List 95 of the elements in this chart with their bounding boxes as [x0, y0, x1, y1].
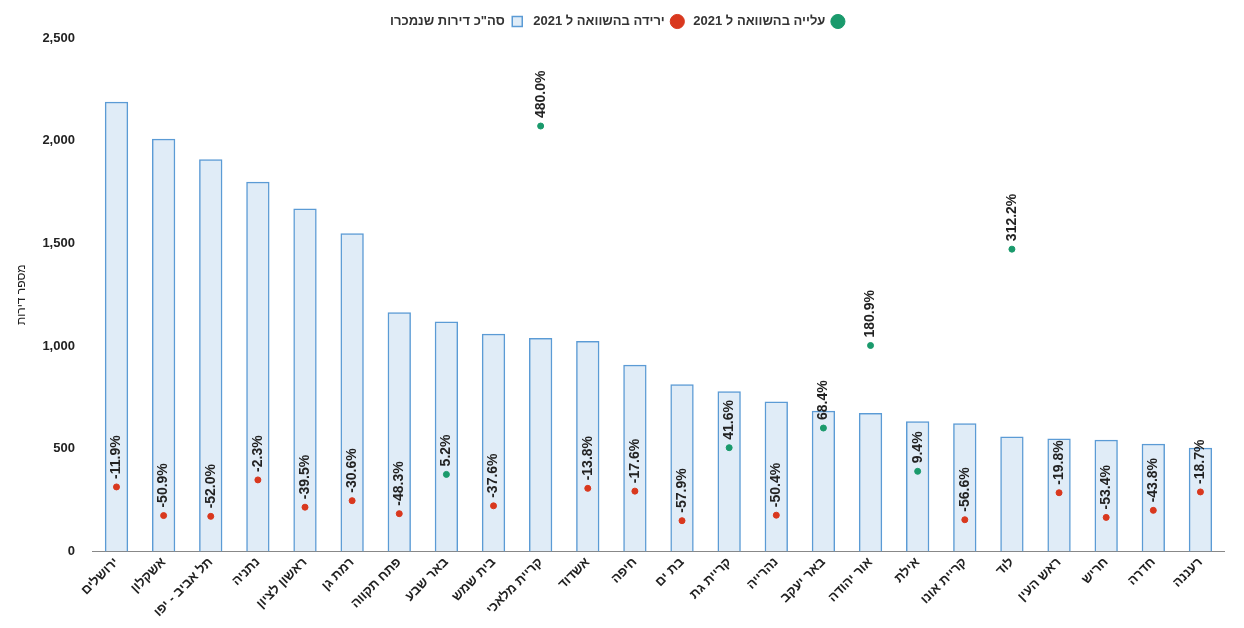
bar	[246, 181, 270, 552]
bar	[104, 101, 129, 552]
point	[1196, 488, 1204, 496]
point	[348, 497, 356, 505]
x-tick-label: חדרה	[1124, 554, 1158, 588]
y-tick-label: 1,000	[42, 337, 75, 353]
point	[867, 341, 875, 349]
data-label: -52.0%	[201, 463, 218, 509]
x-tick-label: אשדוד	[554, 554, 593, 592]
x-tick-label: רמת גן	[318, 554, 357, 593]
data-label: -53.4%	[1097, 464, 1114, 510]
x-tick-label: בת ים	[651, 554, 687, 590]
data-label: -13.8%	[578, 435, 595, 481]
y-tick-label: 2,000	[42, 132, 75, 148]
point	[537, 122, 545, 130]
point	[961, 516, 969, 524]
data-label: 312.2%	[1002, 193, 1019, 242]
data-label: -43.8%	[1144, 457, 1161, 503]
data-label: 68.4%	[814, 379, 831, 421]
bar	[151, 138, 176, 552]
x-tick-label: ראש העין	[1014, 554, 1064, 604]
bar	[906, 421, 930, 552]
data-label: -30.6%	[342, 447, 359, 493]
bar	[717, 391, 741, 552]
point	[678, 517, 686, 525]
data-label: 9.4%	[908, 430, 925, 464]
point	[725, 444, 733, 452]
x-tick-label: רעננה	[1169, 554, 1206, 590]
x-tick-label: ירושלים	[77, 554, 122, 598]
data-label: -57.9%	[672, 467, 689, 513]
data-label: 180.9%	[861, 289, 878, 338]
x-tick-label: באר שבע	[401, 554, 452, 604]
bar	[953, 423, 977, 552]
data-label: -50.4%	[767, 462, 784, 508]
bar	[199, 159, 223, 552]
data-label: -50.9%	[154, 462, 171, 508]
point	[1008, 245, 1016, 253]
point	[395, 510, 403, 518]
bar	[623, 364, 647, 552]
data-label: 480.0%	[531, 70, 548, 119]
data-label: -11.9%	[107, 434, 124, 479]
point	[631, 487, 639, 495]
data-label: -18.7%	[1191, 439, 1208, 484]
bar	[670, 384, 694, 552]
bar	[293, 208, 317, 552]
bar	[1141, 443, 1165, 552]
x-tick-label: נתניה	[228, 554, 263, 589]
point	[914, 467, 922, 475]
bar	[481, 333, 506, 552]
point	[207, 512, 215, 520]
y-tick-label: 500	[53, 440, 75, 456]
point	[160, 512, 168, 520]
bar	[387, 312, 411, 552]
bar	[1094, 439, 1118, 552]
point	[254, 476, 262, 484]
bar	[858, 412, 883, 552]
data-label: 5.2%	[437, 433, 454, 467]
x-tick-label: אילת	[891, 554, 923, 586]
point	[1102, 513, 1110, 521]
bar	[434, 321, 459, 552]
data-label: -39.5%	[295, 454, 312, 500]
data-label: -48.3%	[390, 460, 407, 506]
bar	[340, 233, 364, 552]
data-label: -37.6%	[484, 452, 501, 498]
x-tick-label: אשקלון	[127, 554, 169, 596]
bar	[764, 401, 788, 552]
y-tick-label: 0	[67, 543, 75, 559]
bar	[1047, 438, 1071, 552]
point	[819, 424, 827, 432]
data-label: -2.3%	[248, 434, 265, 472]
bar	[528, 337, 553, 552]
x-tick-label: חריש	[1078, 554, 1111, 587]
point	[113, 483, 120, 491]
y-tick-label: 2,500	[42, 29, 75, 45]
point	[301, 503, 309, 511]
data-label: -19.8%	[1049, 439, 1066, 485]
y-axis-title: מספר דירות	[13, 264, 28, 326]
legend-label: ירידה בהשוואה ל 2021	[533, 13, 665, 29]
legend-label: עלייה בהשוואה ל 2021	[693, 13, 826, 29]
data-label: -17.6%	[625, 438, 642, 484]
y-tick-label: 1,500	[42, 235, 75, 251]
point	[584, 484, 592, 492]
x-tick-label: קריית גת	[686, 554, 734, 602]
point	[490, 502, 498, 510]
data-label: -56.6%	[955, 466, 972, 512]
point	[1149, 506, 1157, 514]
point	[442, 470, 450, 478]
legend-label: סה"כ דירות שנמכרו	[390, 13, 505, 29]
point	[772, 511, 780, 519]
point	[1055, 489, 1063, 497]
x-tick-label: חיפה	[607, 554, 640, 586]
data-label: 41.6%	[720, 399, 737, 440]
bar	[576, 341, 600, 552]
x-tick-label: לוד	[992, 554, 1017, 579]
bar	[1000, 436, 1024, 552]
